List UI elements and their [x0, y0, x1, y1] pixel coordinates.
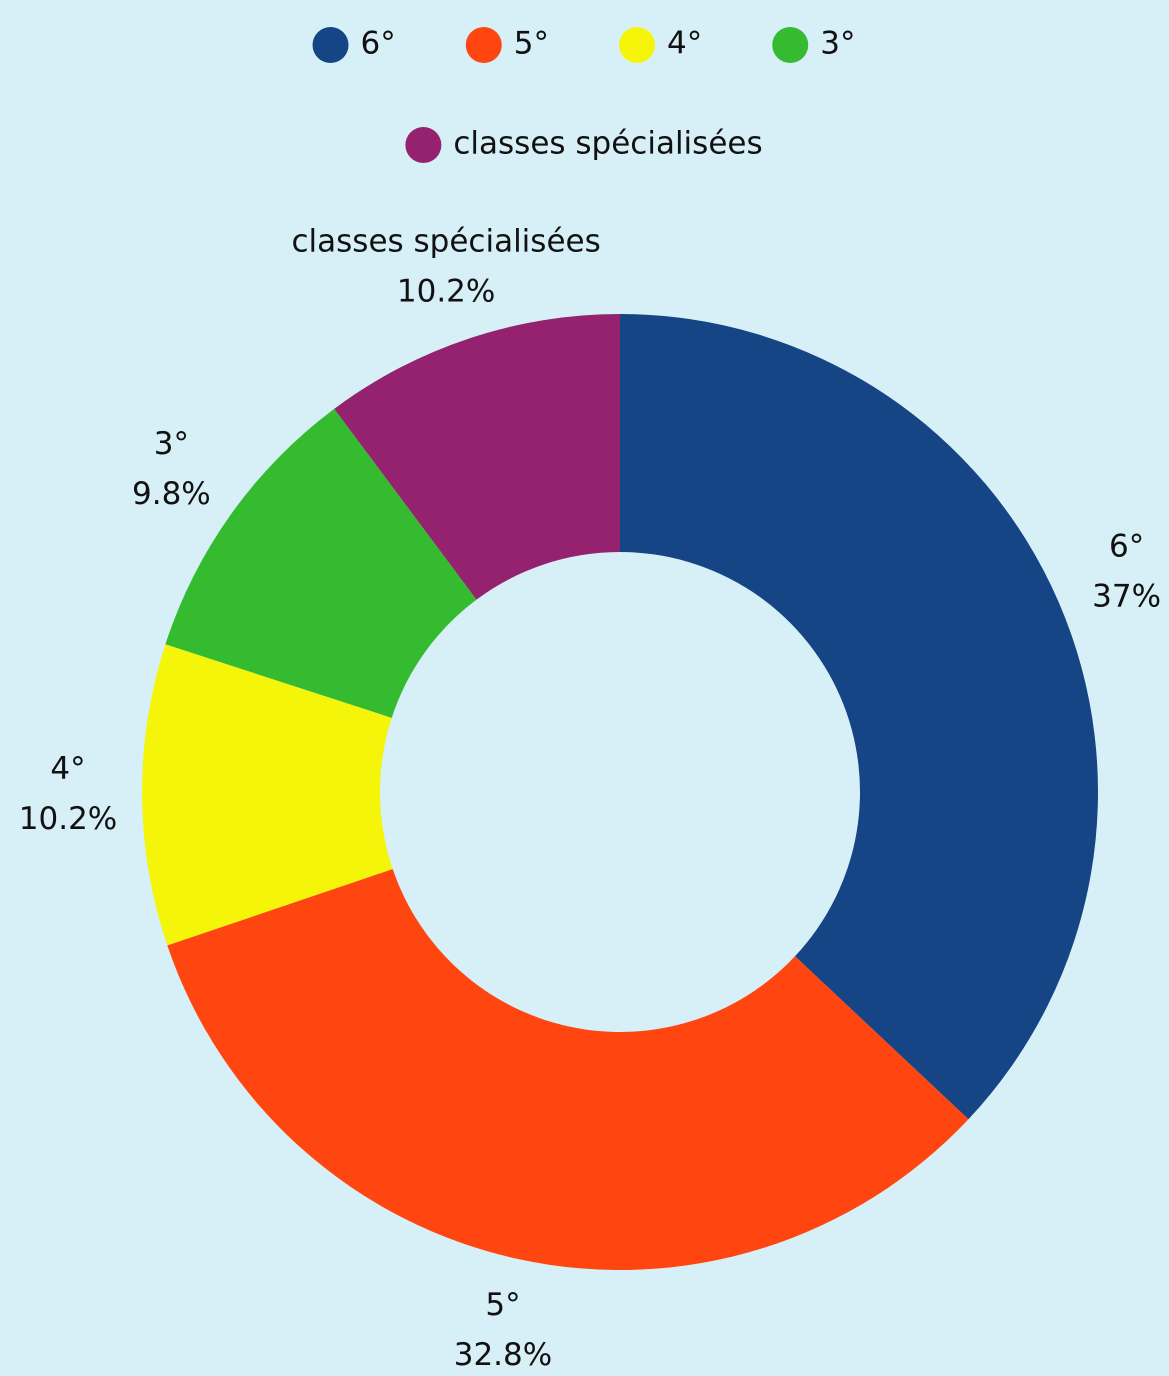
slice [620, 314, 1098, 1120]
slice-value-label: 9.8% [132, 476, 211, 512]
legend-marker [312, 27, 349, 63]
slice-value-label: 10.2% [19, 801, 117, 837]
slice-value-label: 10.2% [397, 274, 495, 310]
slice [142, 644, 393, 946]
legend-marker [465, 27, 502, 63]
slice-label: 6° [1109, 528, 1144, 564]
slice-value-label: 32.8% [454, 1337, 552, 1373]
legend-label: classes spécialisées [453, 126, 762, 162]
slice-label: 4° [50, 751, 85, 787]
legend-label: 3° [820, 26, 855, 62]
legend-label: 4° [667, 26, 702, 62]
slice [334, 314, 620, 600]
legend-marker [619, 27, 655, 63]
legend-marker [405, 127, 442, 163]
slice-label: 3° [154, 426, 189, 462]
slice-label: classes spécialisées [291, 224, 600, 260]
slice-label: 5° [485, 1287, 520, 1323]
legend-label: 6° [361, 26, 396, 62]
slice-value-label: 37% [1092, 578, 1161, 614]
legend-marker [772, 27, 809, 63]
legend-label: 5° [514, 26, 549, 62]
slice [165, 408, 477, 718]
slice [167, 869, 969, 1270]
